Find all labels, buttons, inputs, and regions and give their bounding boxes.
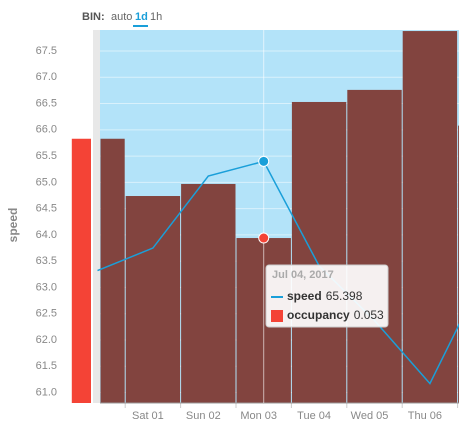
y-tick-label: 65.0 xyxy=(36,176,57,188)
bar xyxy=(347,89,402,404)
hover-point xyxy=(258,155,270,167)
bin-option[interactable]: 1d xyxy=(135,11,148,23)
tooltip-title: Jul 04, 2017 xyxy=(272,269,334,281)
speed-line xyxy=(97,160,459,385)
legend-label: speed xyxy=(287,289,322,303)
y-tick-label: 66.0 xyxy=(36,124,57,136)
bin-option[interactable]: 1h xyxy=(150,11,162,23)
bar-outside xyxy=(71,138,91,403)
tooltip xyxy=(265,264,389,328)
y-axis-label: speed xyxy=(6,208,20,243)
x-tick-label: Mon 03 xyxy=(240,410,277,422)
bin-label: BIN: xyxy=(82,11,105,23)
legend-swatch xyxy=(271,310,283,322)
x-tick-label: Sun 02 xyxy=(186,410,221,422)
y-tick-label: 63.5 xyxy=(36,255,57,267)
y-tick-label: 61.5 xyxy=(36,360,57,372)
bar xyxy=(402,31,458,403)
brush-handle[interactable] xyxy=(93,30,100,403)
y-tick-label: 61.0 xyxy=(36,386,57,398)
y-tick-label: 62.5 xyxy=(36,308,57,320)
bar xyxy=(291,101,347,403)
x-tick-label: Wed 05 xyxy=(351,410,389,422)
y-tick-label: 64.5 xyxy=(36,203,57,215)
bar xyxy=(125,196,181,403)
y-tick-label: 65.5 xyxy=(36,150,57,162)
y-tick-label: 67.0 xyxy=(36,71,57,83)
bin-option[interactable]: auto xyxy=(111,11,132,23)
hover-point xyxy=(258,232,270,244)
y-tick-label: 67.5 xyxy=(36,45,57,57)
y-tick-label: 63.0 xyxy=(36,281,57,293)
y-tick-label: 62.0 xyxy=(36,334,57,346)
bar xyxy=(100,138,125,403)
tooltip-value: 65.398 xyxy=(326,289,363,303)
x-tick-label: Sat 01 xyxy=(132,410,164,422)
bar xyxy=(181,183,236,403)
x-tick-label: Thu 06 xyxy=(408,410,442,422)
x-tick-label: Tue 04 xyxy=(297,410,331,422)
y-tick-label: 66.5 xyxy=(36,97,57,109)
tooltip-value: 0.053 xyxy=(354,308,384,322)
legend-label: occupancy xyxy=(287,308,350,322)
y-tick-label: 64.0 xyxy=(36,229,57,241)
